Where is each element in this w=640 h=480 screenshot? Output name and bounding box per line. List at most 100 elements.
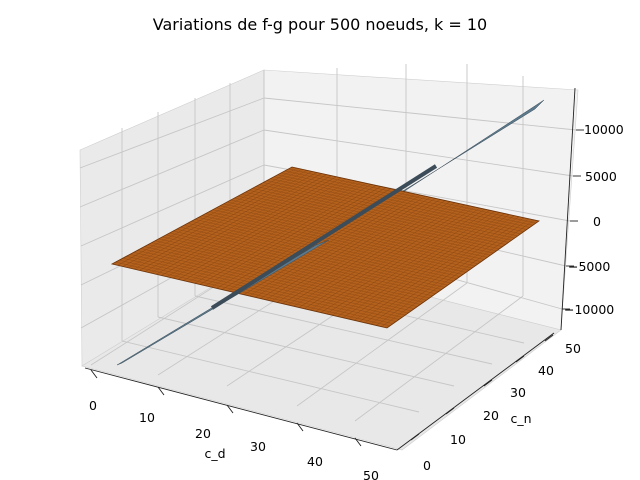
gridline-z10000-back	[263, 97, 577, 131]
z-axis-line	[560, 87, 576, 331]
x-tick-40	[354, 437, 362, 447]
x-tick-label: 40	[307, 454, 323, 469]
mesh-line	[266, 180, 518, 237]
mesh-line	[304, 204, 465, 309]
mesh-line	[212, 209, 473, 269]
y-axis-line	[396, 332, 555, 451]
mesh-line	[276, 199, 441, 303]
mesh-line	[237, 195, 494, 254]
x-axis-line	[84, 367, 398, 451]
mesh-line	[370, 217, 525, 325]
mesh-line	[282, 200, 446, 304]
z-tick-label: 10000	[584, 122, 624, 137]
gridline-y10-floor	[121, 340, 420, 413]
x-tick-label: 20	[195, 426, 211, 441]
mesh-line	[337, 211, 495, 317]
y-tick-label: 30	[510, 385, 526, 400]
mesh-line	[348, 213, 505, 320]
mesh-line	[375, 218, 530, 326]
y-tick-40	[515, 355, 525, 363]
gridline-y30-floor	[194, 295, 493, 365]
z-tick-label: 0	[593, 214, 601, 229]
y-tick-20	[445, 407, 455, 415]
x-tick-20	[226, 404, 234, 414]
mesh-line	[353, 214, 510, 321]
mesh-line	[227, 201, 485, 260]
y-tick-30	[483, 379, 493, 387]
mesh-line	[260, 196, 426, 299]
mesh-line	[265, 197, 431, 300]
gridline-x30-floor	[296, 282, 468, 407]
mesh-line	[230, 199, 488, 258]
mesh-line	[298, 203, 461, 308]
x-tick-label: 0	[89, 398, 97, 413]
y-tick-label: 50	[565, 341, 581, 356]
mesh-line	[209, 211, 470, 271]
x-axis-label: c_d	[204, 446, 225, 461]
gridline-z10000-left	[79, 97, 265, 169]
mesh-line	[252, 188, 506, 245]
mesh-line	[223, 203, 482, 262]
mesh-line	[315, 206, 475, 312]
mesh-line	[284, 170, 533, 226]
z-tick-label: 5000	[585, 169, 617, 184]
y-axis-label: c_n	[510, 411, 531, 426]
y-tick-label: 20	[483, 408, 499, 423]
gridline-z5000-left	[79, 129, 265, 208]
gridline-z0-left	[80, 164, 265, 247]
vertical-surface-near	[116, 164, 438, 366]
mesh-line	[326, 208, 485, 315]
mesh-line	[359, 215, 515, 322]
mesh-line	[277, 174, 527, 230]
y-tick-label: 0	[423, 458, 431, 473]
y-tick-label: 10	[450, 432, 466, 447]
y-tick-10	[410, 433, 420, 441]
mesh-line	[249, 193, 416, 297]
mesh-line	[271, 198, 436, 302]
vertical-surface-intersection	[210, 164, 438, 310]
z-tick-labels: −10000 −5000 0 5000 10000	[564, 122, 624, 317]
y-axis-ticks	[410, 334, 554, 441]
mesh-line	[293, 202, 456, 307]
mesh-line	[254, 194, 421, 298]
y-tick-labels: 0 10 20 30 40 50	[423, 341, 581, 473]
horizontal-surface	[110, 166, 540, 329]
z-tick-label: −5000	[568, 259, 610, 274]
mesh-line	[281, 172, 530, 228]
z-axis-ticks	[562, 129, 584, 310]
x-tick-label: 50	[363, 468, 379, 480]
x-tick-labels: 0 10 20 30 40 50	[89, 398, 379, 480]
mesh-line	[288, 168, 536, 224]
x-tick-label: 10	[139, 410, 155, 425]
mesh-line	[331, 210, 490, 316]
mesh-line	[241, 193, 497, 252]
mesh-line	[219, 205, 479, 264]
mesh-line	[381, 219, 535, 327]
x-tick-10	[157, 386, 165, 396]
mesh-line	[259, 184, 512, 241]
y-tick-label: 40	[538, 363, 554, 378]
axis-lines	[84, 87, 576, 451]
mesh-line	[248, 190, 503, 247]
mesh-line	[309, 205, 470, 311]
gridline-x40-floor	[354, 295, 524, 422]
mesh-line	[270, 178, 521, 235]
mesh-line	[287, 201, 451, 306]
chart-title: Variations de f-g pour 500 noeuds, k = 1…	[153, 15, 487, 34]
horizontal-surface-plane	[110, 166, 540, 329]
horizontal-surface-mesh	[115, 167, 536, 327]
x-tick-0	[90, 369, 98, 379]
x-tick-30	[296, 422, 304, 432]
mesh-line	[263, 182, 515, 239]
x-tick-label: 30	[250, 439, 266, 454]
mesh-line	[364, 216, 520, 324]
x-axis-ticks	[90, 369, 362, 447]
mesh-line	[342, 212, 500, 318]
mesh-line	[320, 207, 480, 313]
mesh-line	[245, 192, 500, 249]
mesh-line	[205, 213, 467, 273]
mesh-line	[216, 207, 476, 267]
mesh-line	[255, 186, 509, 243]
z-tick-label: −10000	[564, 302, 614, 317]
